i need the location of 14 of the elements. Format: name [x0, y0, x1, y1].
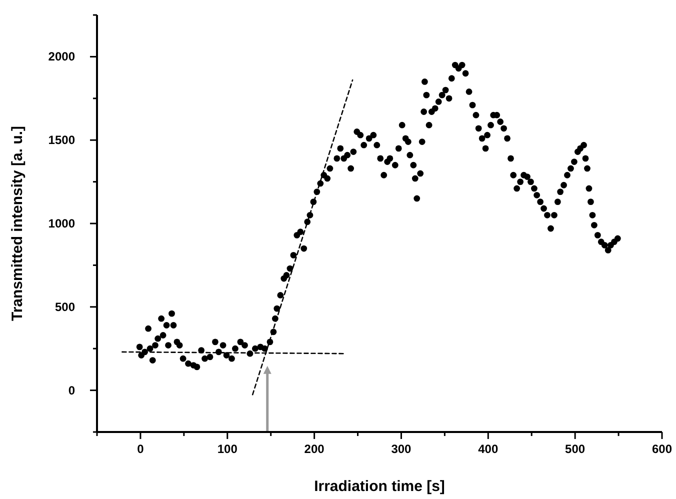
y-tick-label: 2000 — [48, 50, 76, 64]
x-tick-label: 300 — [391, 442, 412, 456]
x-tick-label: 600 — [652, 442, 672, 456]
y-tick-label: 1000 — [48, 216, 76, 230]
x-tick-label: 400 — [478, 442, 498, 456]
y-axis-title: Transmitted intensity [a. u.] — [9, 126, 26, 322]
y-tick-label: 1500 — [48, 133, 76, 148]
y-tick-label: 500 — [54, 300, 76, 314]
x-tick-label: 0 — [137, 442, 144, 456]
x-tick-label: 500 — [565, 442, 586, 456]
y-tick-label: 0 — [68, 383, 76, 398]
x-tick-label: 100 — [217, 442, 238, 456]
x-tick-label: 200 — [304, 442, 325, 456]
x-axis-title: Irradiation time [s] — [314, 478, 445, 495]
